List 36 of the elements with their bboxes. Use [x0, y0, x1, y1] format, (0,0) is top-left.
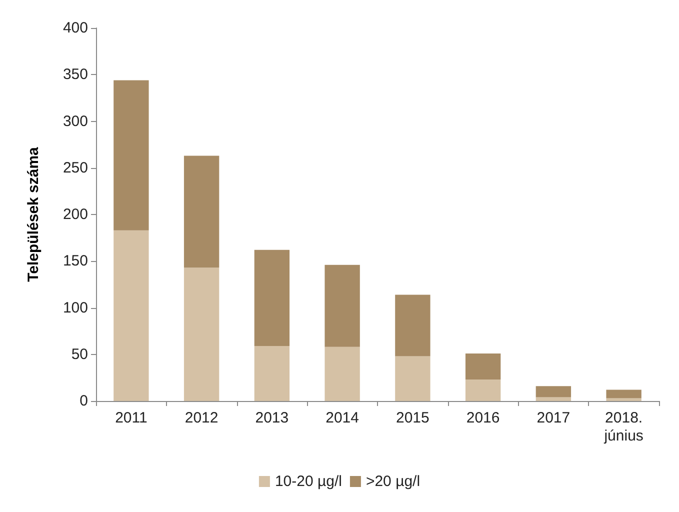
- bar: [114, 230, 149, 401]
- bar: [606, 390, 642, 398]
- legend-label: >20 µg/l: [366, 473, 420, 490]
- bar: [395, 356, 430, 401]
- y-tick-label: 350: [62, 66, 88, 84]
- x-tick-label: 2011: [115, 410, 148, 426]
- y-tick-label: 150: [62, 252, 88, 270]
- bar: [254, 250, 290, 346]
- legend-label: 10-20 µg/l: [274, 473, 342, 490]
- x-tick-label: 2015: [396, 410, 430, 426]
- bar: [254, 346, 290, 401]
- bar: [606, 398, 642, 401]
- bar: [465, 380, 501, 401]
- x-tick-label: 2018. június: [603, 410, 644, 444]
- bar: [114, 80, 149, 230]
- bar: [324, 264, 360, 347]
- bar: [324, 346, 360, 401]
- x-tick-label: 2017: [536, 410, 570, 426]
- y-tick-label: 50: [71, 346, 88, 363]
- y-tick-label: 250: [62, 159, 88, 176]
- x-tick-label: 2014: [326, 410, 359, 426]
- y-tick-label: 200: [62, 206, 88, 223]
- x-tick-label: 2016: [466, 410, 500, 426]
- y-tick-label: 0: [80, 392, 88, 410]
- x-tick-label: 2012: [184, 410, 218, 426]
- bar: [184, 268, 220, 401]
- y-tick-label: 400: [62, 20, 88, 36]
- bar: [536, 386, 572, 398]
- bar: [465, 353, 501, 380]
- x-tick-label: 2013: [255, 410, 289, 426]
- bar: [395, 294, 430, 356]
- y-tick-label: 100: [62, 299, 88, 316]
- y-tick-label: 300: [62, 112, 88, 130]
- bar: [184, 156, 220, 268]
- y-axis-title: Települések száma: [25, 146, 42, 282]
- bar: [536, 397, 572, 401]
